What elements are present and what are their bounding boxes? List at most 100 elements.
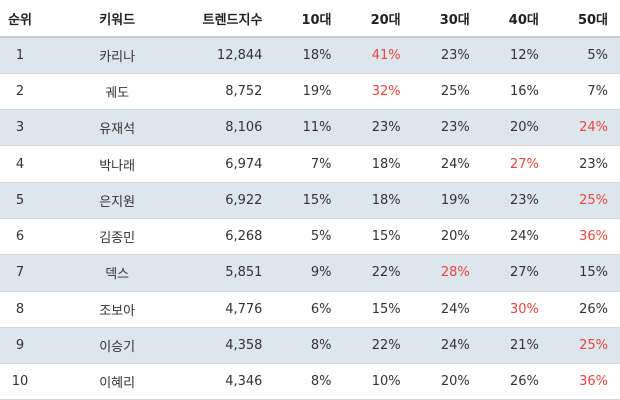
header-age-40: 40대: [481, 0, 551, 38]
age-40-cell: 27%: [481, 145, 551, 183]
age-50-cell: 23%: [550, 145, 620, 183]
rank-cell: 1: [0, 37, 65, 74]
rank-cell: 3: [0, 109, 65, 147]
keyword-cell: 유재석: [64, 109, 165, 147]
age-40-cell: 12%: [481, 37, 551, 74]
keyword-cell: 은지원: [64, 182, 165, 219]
keyword-cell: 궤도: [64, 73, 165, 111]
age-40-cell: 23%: [481, 182, 551, 219]
age-10-cell: 6%: [274, 291, 344, 328]
age-50-cell: 25%: [550, 182, 620, 219]
trend-index-cell: 4,358: [164, 327, 275, 365]
table-row: 3 유재석 8,106 11% 23% 23% 20% 24%: [0, 109, 620, 147]
trend-index-cell: 4,346: [164, 363, 275, 400]
age-50-cell: 25%: [550, 327, 620, 365]
age-40-cell: 26%: [481, 363, 551, 400]
age-50-cell: 15%: [550, 254, 620, 292]
header-trend-index: 트렌드지수: [164, 0, 275, 38]
age-30-cell: 23%: [412, 37, 482, 74]
rank-cell: 7: [0, 254, 65, 292]
rank-cell: 2: [0, 73, 65, 111]
age-20-cell: 18%: [343, 145, 413, 183]
header-keyword: 키워드: [64, 0, 165, 38]
trend-index-cell: 12,844: [164, 37, 275, 74]
header-age-50: 50대: [550, 0, 620, 38]
trend-index-cell: 4,776: [164, 291, 275, 328]
age-30-cell: 28%: [412, 254, 482, 292]
age-50-cell: 7%: [550, 73, 620, 111]
age-30-cell: 20%: [412, 218, 482, 256]
table-row: 1 카리나 12,844 18% 41% 23% 12% 5%: [0, 37, 620, 74]
header-age-10: 10대: [274, 0, 344, 38]
trend-index-cell: 8,106: [164, 109, 275, 147]
table-body: 1 카리나 12,844 18% 41% 23% 12% 5% 2 궤도 8,752 19% 32% 25…: [0, 37, 620, 400]
age-20-cell: 22%: [343, 327, 413, 365]
age-40-cell: 20%: [481, 109, 551, 147]
age-10-cell: 8%: [274, 363, 344, 400]
age-20-cell: 15%: [343, 291, 413, 328]
age-40-cell: 24%: [481, 218, 551, 256]
keyword-cell: 김종민: [64, 218, 165, 256]
age-20-cell: 10%: [343, 363, 413, 400]
table-row: 2 궤도 8,752 19% 32% 25% 16% 7%: [0, 73, 620, 111]
age-30-cell: 24%: [412, 145, 482, 183]
table-row: 8 조보아 4,776 6% 15% 24% 30% 26%: [0, 291, 620, 328]
header-age-20: 20대: [343, 0, 413, 38]
table-row: 9 이승기 4,358 8% 22% 24% 21% 25%: [0, 327, 620, 365]
trend-index-cell: 8,752: [164, 73, 275, 111]
age-30-cell: 24%: [412, 327, 482, 365]
age-50-cell: 5%: [550, 37, 620, 74]
age-10-cell: 9%: [274, 254, 344, 292]
age-30-cell: 24%: [412, 291, 482, 328]
table-row: 4 박나래 6,974 7% 18% 24% 27% 23%: [0, 145, 620, 183]
rank-cell: 4: [0, 145, 65, 183]
rank-cell: 5: [0, 182, 65, 219]
age-50-cell: 24%: [550, 109, 620, 147]
age-10-cell: 19%: [274, 73, 344, 111]
keyword-cell: 박나래: [64, 145, 165, 183]
age-40-cell: 21%: [481, 327, 551, 365]
rank-cell: 6: [0, 218, 65, 256]
age-30-cell: 25%: [412, 73, 482, 111]
age-40-cell: 16%: [481, 73, 551, 111]
age-20-cell: 18%: [343, 182, 413, 219]
age-20-cell: 15%: [343, 218, 413, 256]
trend-index-cell: 6,268: [164, 218, 275, 256]
age-20-cell: 22%: [343, 254, 413, 292]
age-10-cell: 18%: [274, 37, 344, 74]
keyword-cell: 카리나: [64, 37, 165, 74]
keyword-cell: 이혜리: [64, 363, 165, 400]
keyword-cell: 이승기: [64, 327, 165, 365]
trend-index-cell: 6,974: [164, 145, 275, 183]
table-row: 5 은지원 6,922 15% 18% 19% 23% 25%: [0, 182, 620, 219]
age-30-cell: 23%: [412, 109, 482, 147]
header-age-30: 30대: [412, 0, 482, 38]
age-50-cell: 26%: [550, 291, 620, 328]
age-40-cell: 27%: [481, 254, 551, 292]
table-row: 6 김종민 6,268 5% 15% 20% 24% 36%: [0, 218, 620, 256]
age-30-cell: 20%: [412, 363, 482, 400]
age-10-cell: 11%: [274, 109, 344, 147]
table-row: 7 덱스 5,851 9% 22% 28% 27% 15%: [0, 254, 620, 292]
age-10-cell: 7%: [274, 145, 344, 183]
keyword-cell: 덱스: [64, 254, 165, 292]
header-rank: 순위: [0, 0, 65, 38]
keyword-cell: 조보아: [64, 291, 165, 328]
header-row: 순위 키워드 트렌드지수 10대 20대 30대 40대 50대: [0, 0, 620, 38]
age-50-cell: 36%: [550, 218, 620, 256]
rank-cell: 8: [0, 291, 65, 328]
trend-index-cell: 5,851: [164, 254, 275, 292]
age-10-cell: 15%: [274, 182, 344, 219]
rank-cell: 9: [0, 327, 65, 365]
age-20-cell: 41%: [343, 37, 413, 74]
trend-index-cell: 6,922: [164, 182, 275, 219]
age-20-cell: 32%: [343, 73, 413, 111]
table-row: 10 이혜리 4,346 8% 10% 20% 26% 36%: [0, 363, 620, 400]
age-50-cell: 36%: [550, 363, 620, 400]
age-20-cell: 23%: [343, 109, 413, 147]
rank-cell: 10: [0, 363, 65, 400]
age-10-cell: 8%: [274, 327, 344, 365]
age-40-cell: 30%: [481, 291, 551, 328]
age-10-cell: 5%: [274, 218, 344, 256]
